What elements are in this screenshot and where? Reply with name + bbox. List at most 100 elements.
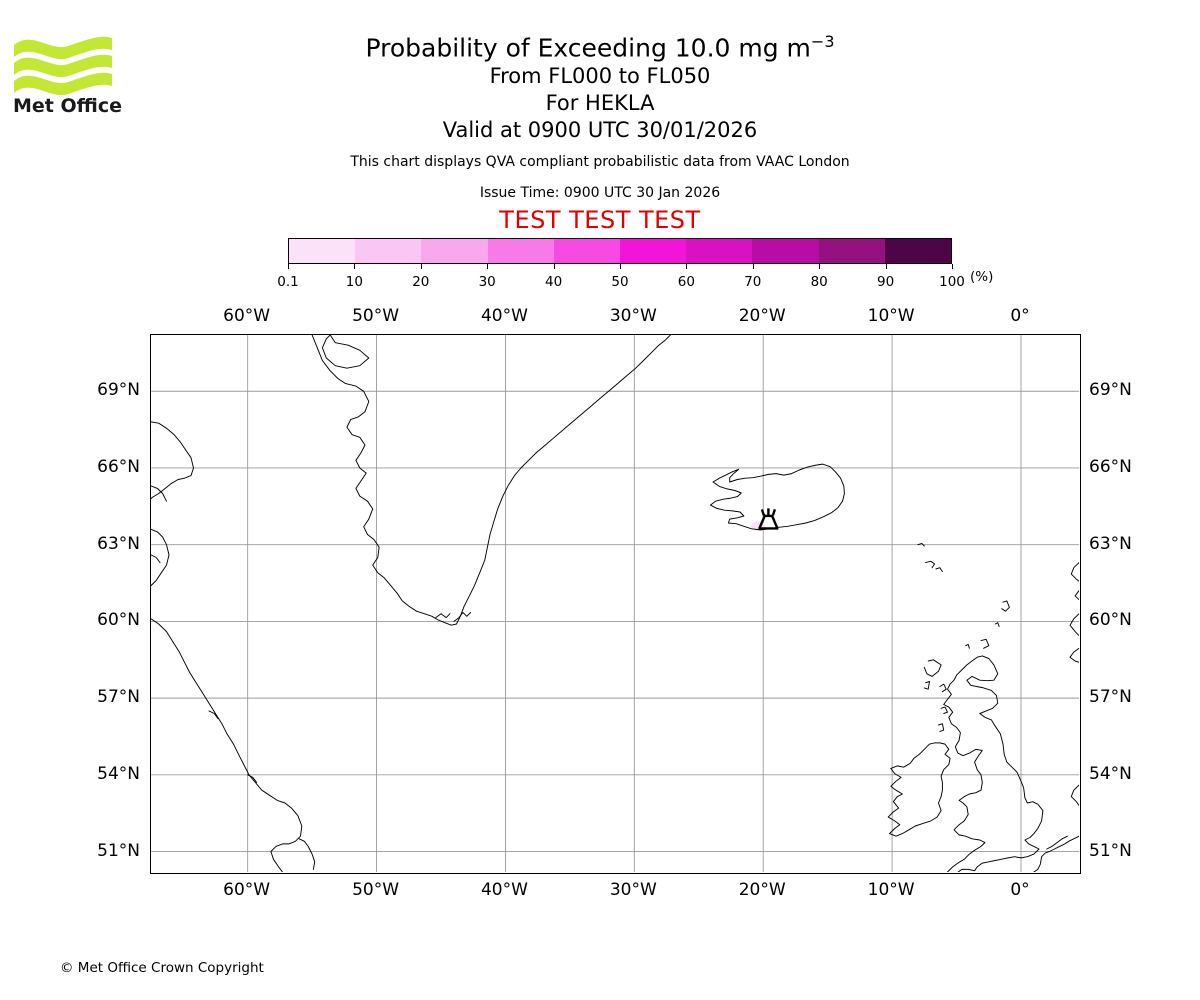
- coastline-segment-33: [965, 643, 970, 649]
- colorbar-band-4: [553, 239, 621, 263]
- map-panel[interactable]: [150, 334, 1081, 874]
- page-title-text: Probability of Exceeding 10.0 mg m: [365, 33, 811, 63]
- lat-label-right-54: 54°N: [1089, 763, 1132, 784]
- page-title: Probability of Exceeding 10.0 mg m−3: [0, 27, 1200, 63]
- coastline-segment-17: [980, 638, 990, 649]
- coastline-segment-28: [1069, 647, 1079, 663]
- colorbar-label-80: 80: [810, 274, 828, 290]
- coastline-segment-3: [435, 613, 451, 619]
- colorbar-bands: [288, 238, 952, 264]
- colorbar-label-90: 90: [877, 274, 895, 290]
- colorbar-label-20: 20: [412, 274, 430, 290]
- lon-label-top--60: 60°W: [223, 306, 271, 326]
- coastline-segment-27: [1069, 613, 1079, 636]
- test-banner: TEST TEST TEST: [499, 206, 701, 235]
- lon-label-top-0: 0°: [1010, 306, 1030, 326]
- colorbar-band-2: [421, 239, 488, 263]
- title-flight-levels: From FL000 to FL050: [489, 64, 711, 89]
- lon-label-top--20: 20°W: [738, 306, 786, 326]
- colorbar-tick-80: [819, 264, 821, 269]
- coastline-segment-2: [453, 612, 472, 622]
- colorbar-band-9: [884, 239, 952, 263]
- logo-wordmark: Met Office: [13, 95, 122, 115]
- lon-label-bottom--10: 10°W: [867, 880, 915, 900]
- lon-label-top--50: 50°W: [352, 306, 400, 326]
- lon-label-bottom--20: 20°W: [738, 880, 786, 900]
- colorbar-label-0.1: 0.1: [277, 274, 299, 290]
- coastline-segment-19: [923, 681, 930, 690]
- met-office-logo: Met Office: [12, 20, 122, 115]
- coastline-segment-8: [151, 618, 303, 872]
- coastline-segment-11: [298, 838, 316, 870]
- colorbar-band-5: [620, 239, 687, 263]
- coastline-segment-20: [943, 655, 1044, 872]
- coastline-segment-22: [940, 706, 948, 714]
- logo-waves-icon: [14, 36, 112, 96]
- colorbar-tick-40: [553, 264, 555, 269]
- lat-label-left-69: 69°N: [97, 380, 140, 401]
- colorbar-label-40: 40: [545, 274, 563, 290]
- colorbar-tick-60: [686, 264, 688, 269]
- lon-label-top--10: 10°W: [867, 306, 915, 326]
- coastline-segment-7: [151, 554, 161, 564]
- colorbar-band-7: [752, 239, 819, 263]
- lat-label-left-66: 66°N: [97, 456, 140, 477]
- colorbar-tick-20: [420, 264, 422, 269]
- title-volcano: For HEKLA: [545, 91, 655, 116]
- coastline-segment-31: [1033, 835, 1079, 872]
- colorbar-unit-label: (%): [970, 269, 994, 285]
- coastline-segment-24: [887, 742, 951, 837]
- lon-label-bottom--40: 40°W: [480, 880, 528, 900]
- colorbar-band-0: [289, 239, 356, 263]
- coastline-segment-30: [1046, 835, 1068, 850]
- colorbar-tick-70: [752, 264, 754, 269]
- coastline-segment-32: [994, 622, 1000, 627]
- lat-label-right-63: 63°N: [1089, 533, 1132, 554]
- title-valid-time: Valid at 0900 UTC 30/01/2026: [442, 118, 758, 143]
- coastline-segment-10: [247, 774, 258, 783]
- coastline-segment-13: [925, 560, 936, 569]
- coastline-segment-26: [1074, 590, 1079, 601]
- colorbar-ticks: [288, 264, 953, 274]
- lon-label-bottom--60: 60°W: [223, 880, 271, 900]
- lon-label-top--30: 30°W: [609, 306, 657, 326]
- coastline-segment-5: [151, 485, 167, 502]
- colorbar: 0.1 10 20 30 40 50 60 70 80 90 100: [277, 238, 965, 292]
- colorbar-tick-30: [487, 264, 489, 269]
- lat-label-right-60: 60°N: [1089, 610, 1132, 631]
- colorbar-band-8: [818, 239, 885, 263]
- lon-label-bottom--50: 50°W: [352, 880, 400, 900]
- lat-label-right-57: 57°N: [1089, 687, 1132, 708]
- colorbar-label-30: 30: [478, 274, 496, 290]
- coastline-segment-21: [939, 683, 947, 693]
- title-data-note: This chart displays QVA compliant probab…: [350, 154, 850, 171]
- lat-label-right-69: 69°N: [1089, 380, 1132, 401]
- coastline-segment-12: [709, 463, 845, 531]
- coastline-segment-0: [321, 335, 370, 369]
- colorbar-label-100: 100: [939, 274, 965, 290]
- coastline-segment-25: [1070, 562, 1079, 582]
- colorbar-band-1: [355, 239, 422, 263]
- volcano-marker-icon: [758, 508, 779, 530]
- coastline-segment-14: [935, 567, 943, 572]
- colorbar-label-10: 10: [345, 274, 363, 290]
- copyright-footer: © Met Office Crown Copyright: [60, 960, 264, 976]
- coastline-segment-1: [311, 335, 671, 626]
- lat-label-left-63: 63°N: [97, 533, 140, 554]
- coastline-segment-15: [917, 542, 925, 547]
- colorbar-tick-labels: 0.1 10 20 30 40 50 60 70 80 90 100: [277, 274, 965, 292]
- chart-title-block: Probability of Exceeding 10.0 mg m−3 Fro…: [0, 0, 1200, 234]
- coastline-segment-18: [923, 659, 942, 677]
- lon-label-bottom-0: 0°: [1010, 880, 1030, 900]
- colorbar-band-6: [686, 239, 753, 263]
- coastline-segment-9: [208, 710, 219, 720]
- colorbar-tick-100: [952, 264, 953, 269]
- coastline-segment-6: [151, 528, 170, 587]
- volcano-symbol-hekla: [758, 508, 779, 530]
- lon-label-bottom--30: 30°W: [609, 880, 657, 900]
- colorbar-tick-0.1: [288, 264, 289, 269]
- coastline-segment-4: [151, 421, 194, 500]
- coastline-segment-23: [938, 723, 945, 732]
- issue-time: Issue Time: 0900 UTC 30 Jan 2026: [479, 185, 721, 202]
- lon-label-top--40: 40°W: [480, 306, 528, 326]
